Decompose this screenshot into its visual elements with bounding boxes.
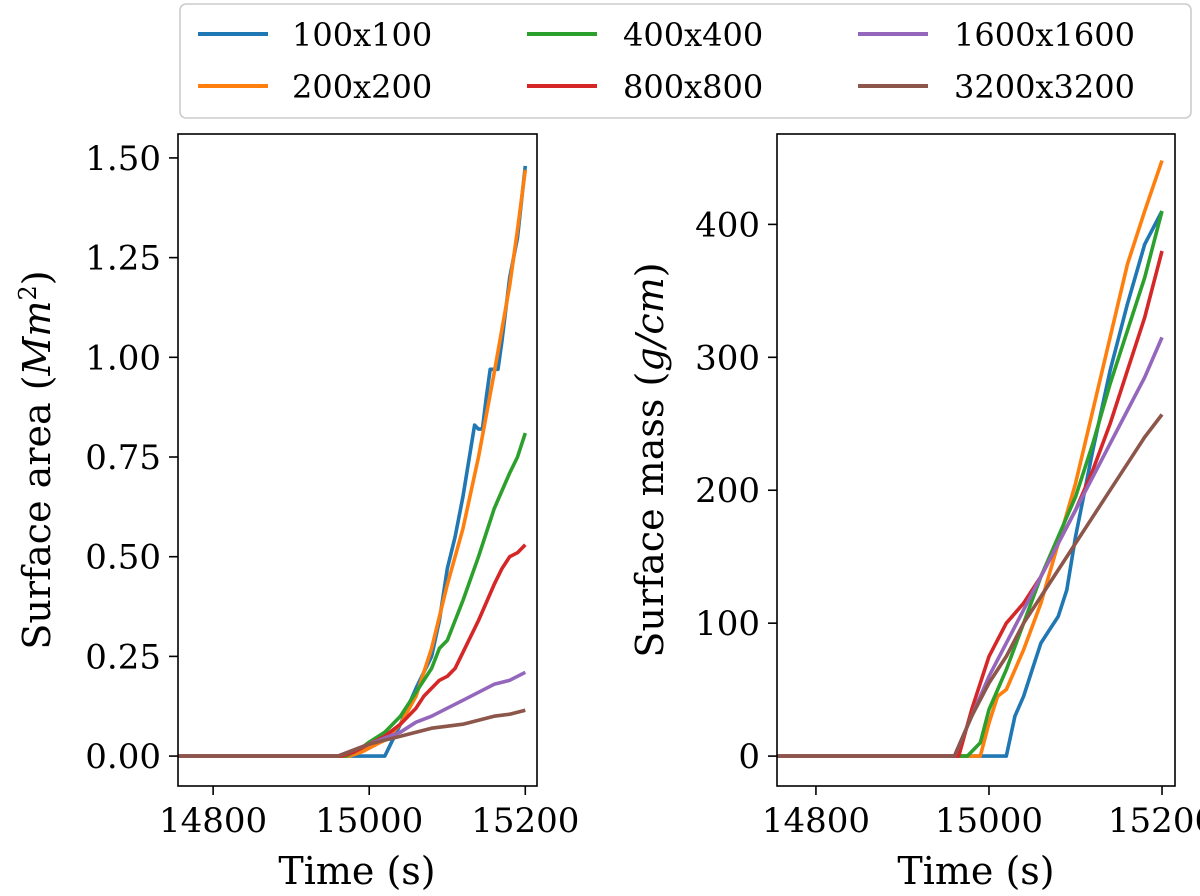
surface-mass-series-100x100 — [777, 210, 1164, 758]
surface-area-ytick-label: 0.50 — [85, 538, 161, 578]
legend-label-6: 3200x3200 — [954, 68, 1135, 106]
surface-area-series-200x200 — [178, 169, 528, 758]
surface-mass-xtick-label: 15000 — [935, 801, 1043, 841]
surface-area-xtick-label: 15000 — [315, 801, 423, 841]
surface-mass-xtick-label: 15200 — [1108, 801, 1200, 841]
surface-area-xlabel: Time (s) — [278, 849, 435, 893]
surface-mass-xlabel: Time (s) — [897, 849, 1054, 893]
surface-area-ylabel: Surface area (Mm2) — [14, 270, 59, 649]
surface-area-ticks: 14800 15000 15200 0.00 0.25 0.50 0.75 1.00 1.25 1… — [85, 139, 579, 841]
legend-label-5: 800x800 — [623, 68, 763, 106]
surface-area-ytick-label: 0.75 — [85, 438, 161, 478]
legend-label-1: 100x100 — [292, 16, 432, 54]
surface-area-xtick-label: 15200 — [471, 801, 579, 841]
surface-mass-ytick-label: 300 — [695, 338, 760, 378]
surface-mass-xtick-label: 14800 — [762, 801, 870, 841]
surface-mass-ytick-label: 0 — [738, 737, 760, 777]
surface-area-xtick-label: 14800 — [159, 801, 267, 841]
surface-mass-series-200x200 — [777, 160, 1164, 758]
surface-mass-plot: 14800 15000 15200 0 100 200 300 400 Time (s) Su… — [628, 133, 1200, 893]
surface-area-series-100x100 — [178, 165, 528, 758]
surface-area-series-layer — [178, 165, 528, 758]
surface-area-ytick-label: 0.00 — [85, 737, 161, 777]
legend: 100x100 400x400 1600x1600 200x200 800x80… — [179, 3, 1192, 119]
surface-mass-series-layer — [777, 160, 1164, 758]
surface-area-ytick-label: 1.25 — [85, 239, 161, 279]
surface-mass-ticks: 14800 15000 15200 0 100 200 300 400 — [695, 205, 1200, 841]
surface-mass-series-3200x3200 — [777, 413, 1164, 758]
surface-area-series-1600x1600 — [178, 670, 527, 758]
surface-mass-ytick-label: 400 — [695, 205, 760, 245]
surface-area-ytick-label: 1.50 — [85, 139, 161, 179]
surface-mass-ylabel: Surface mass (g/cm) — [628, 262, 672, 657]
surface-mass-series-400x400 — [777, 210, 1164, 758]
surface-area-ytick-label: 0.25 — [85, 637, 161, 677]
legend-frame — [179, 3, 1192, 119]
surface-area-ytick-label: 1.00 — [85, 338, 161, 378]
surface-mass-axes-frame — [776, 133, 1176, 787]
surface-mass-ytick-label: 200 — [695, 471, 760, 511]
surface-area-plot: 14800 15000 15200 0.00 0.25 0.50 0.75 1.00 1.25 1… — [14, 133, 579, 893]
legend-label-2: 400x400 — [623, 16, 763, 54]
legend-label-4: 200x200 — [292, 68, 432, 106]
legend-label-3: 1600x1600 — [954, 16, 1135, 54]
surface-area-axes-frame — [177, 133, 538, 787]
surface-mass-ytick-label: 100 — [695, 604, 760, 644]
surface-area-series-3200x3200 — [178, 708, 526, 758]
surface-mass-series-800x800 — [777, 250, 1164, 758]
